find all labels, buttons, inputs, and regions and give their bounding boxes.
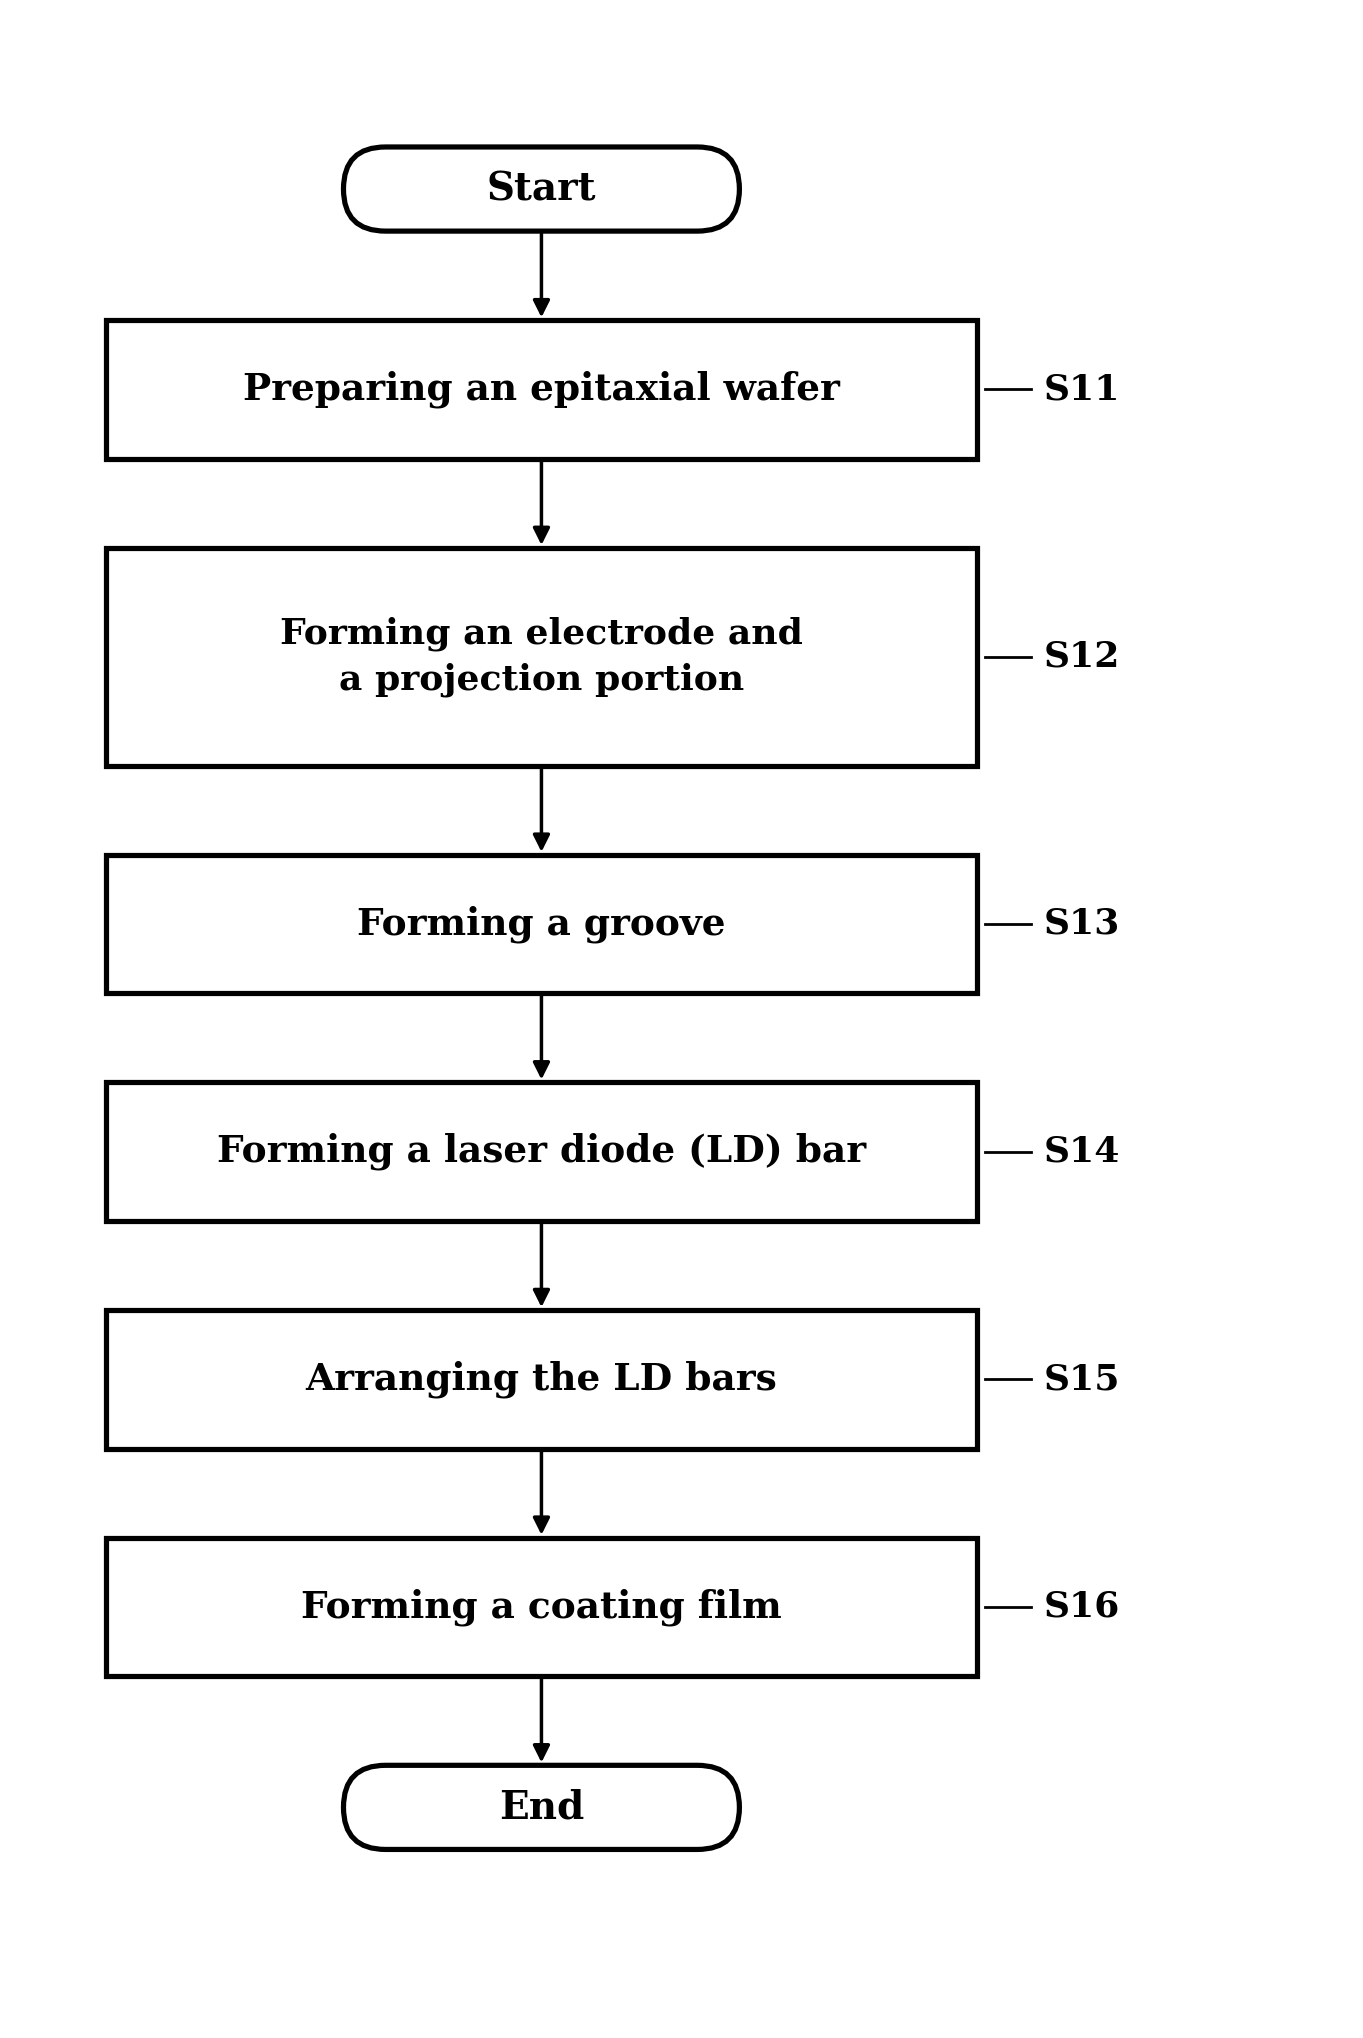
Bar (106, 1537, 977, 1675)
Text: Forming an electrode and
a projection portion: Forming an electrode and a projection po… (279, 618, 803, 697)
Text: S14: S14 (1043, 1135, 1119, 1168)
Bar (106, 548, 977, 766)
Text: End: End (499, 1789, 585, 1826)
Text: S11: S11 (1043, 373, 1120, 406)
Bar (106, 1310, 977, 1449)
FancyBboxPatch shape (343, 1765, 739, 1848)
Text: Forming a coating film: Forming a coating film (301, 1588, 782, 1626)
Bar (106, 320, 977, 459)
Text: Forming a groove: Forming a groove (357, 905, 725, 944)
Text: Start: Start (487, 169, 596, 208)
Text: S12: S12 (1043, 640, 1119, 675)
FancyBboxPatch shape (343, 147, 739, 230)
Text: Arranging the LD bars: Arranging the LD bars (305, 1361, 777, 1398)
Text: S13: S13 (1043, 907, 1119, 942)
Bar (106, 854, 977, 993)
Bar (106, 1082, 977, 1221)
Text: S16: S16 (1043, 1590, 1119, 1624)
Text: Preparing an epitaxial wafer: Preparing an epitaxial wafer (243, 371, 840, 408)
Text: Forming a laser diode (LD) bar: Forming a laser diode (LD) bar (217, 1133, 866, 1170)
Text: S15: S15 (1043, 1361, 1120, 1396)
